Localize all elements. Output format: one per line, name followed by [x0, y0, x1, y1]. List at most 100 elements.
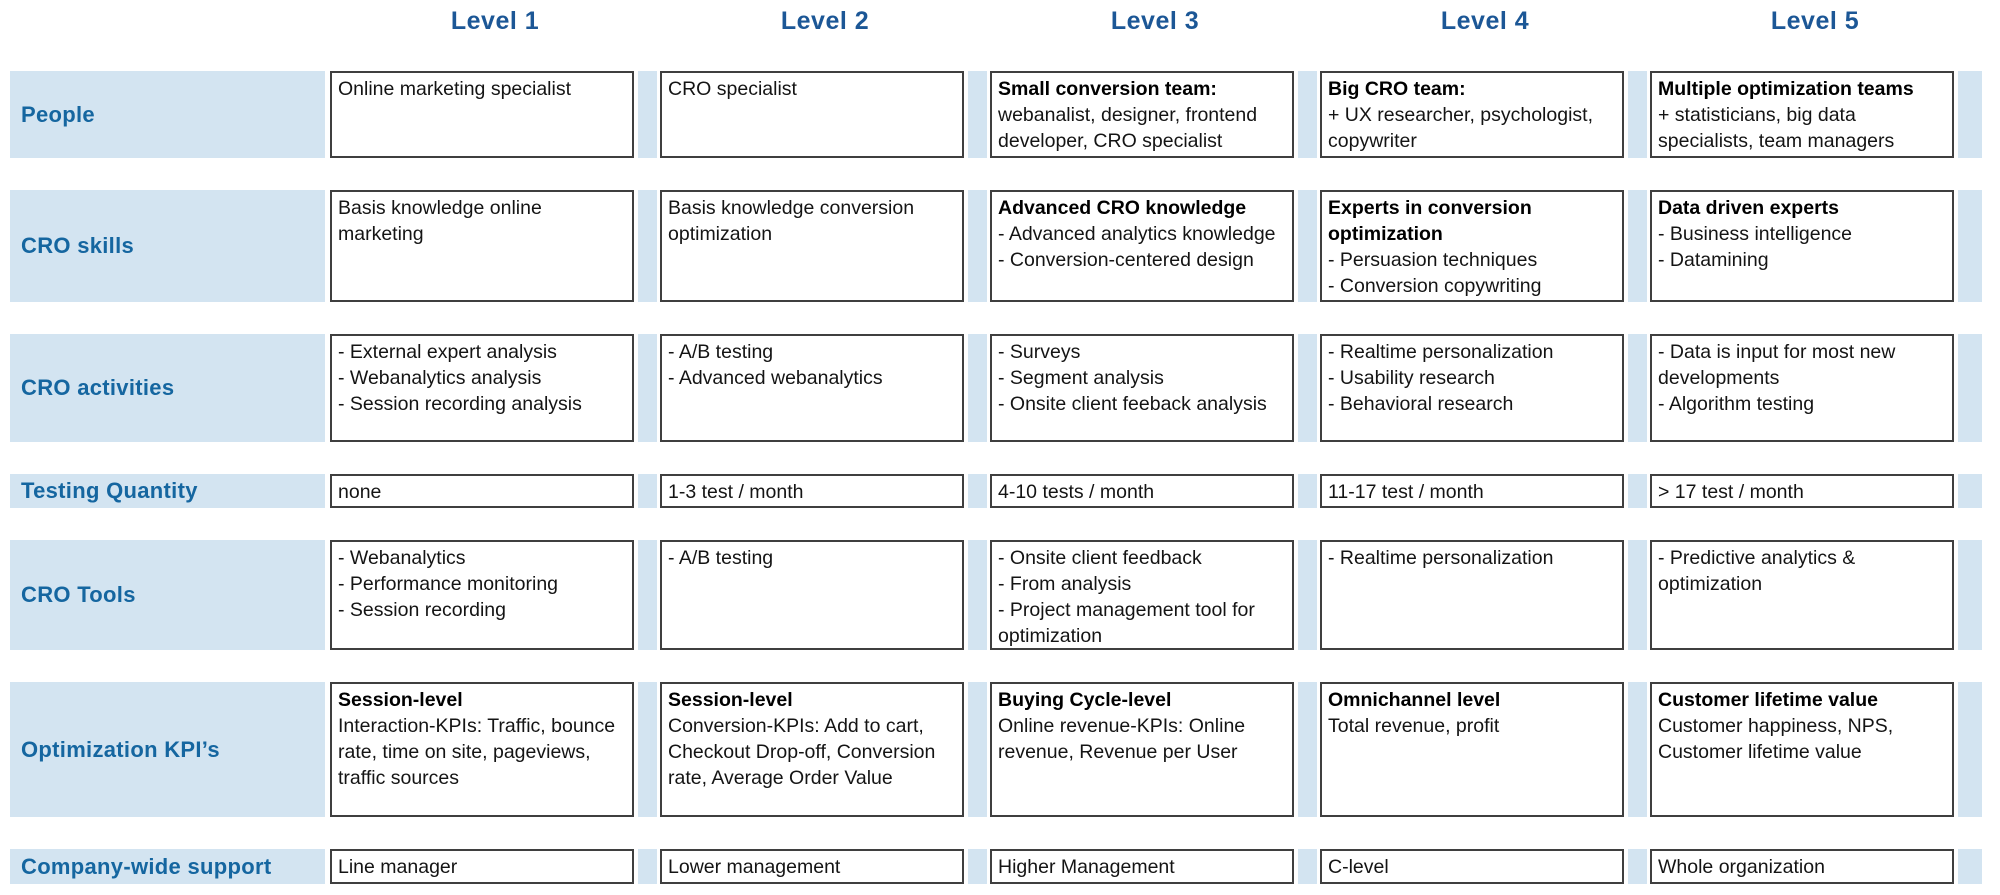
level-header-row: Level 1 Level 2 Level 3 Level 4 Level 5: [10, 0, 2000, 71]
column-divider: [1628, 474, 1647, 508]
column-divider: [638, 474, 657, 508]
column-divider: [638, 682, 657, 817]
row-label-cro-activities: CRO activities: [10, 334, 325, 442]
row-label-text: Testing Quantity: [21, 478, 198, 503]
cell-body: Interaction-KPIs: Traffic, bounce rate, …: [338, 715, 616, 789]
cell-cro-tools-level-3: - Onsite client feedback - From analysis…: [990, 540, 1294, 650]
column-divider: [968, 540, 987, 650]
column-divider: [638, 540, 657, 650]
column-divider: [1298, 474, 1317, 508]
cell-body: webanalist, designer, frontend developer…: [998, 104, 1258, 152]
cell-company-wide-support-level-3: Higher Management: [990, 849, 1294, 884]
column-divider: [1958, 540, 1982, 650]
cell-testing-quantity-level-5: > 17 test / month: [1650, 474, 1954, 508]
column-divider: [1628, 190, 1647, 302]
cell-body: none: [338, 481, 382, 503]
cell-cro-tools-level-4: - Realtime personalization: [1320, 540, 1624, 650]
cell-body: CRO specialist: [668, 78, 797, 100]
cell-people-level-3: Small conversion team: webanalist, design…: [990, 71, 1294, 158]
column-header-level-4: Level 4: [1440, 7, 1530, 35]
matrix-row-testing-quantity: Testing Quantity none 1-3 test / month 4…: [10, 474, 2000, 508]
cell-body: Higher Management: [998, 856, 1175, 878]
cell-cro-activities-level-2: - A/B testing - Advanced webanalytics: [660, 334, 964, 442]
row-label-cro-skills: CRO skills: [10, 190, 325, 302]
column-divider: [1298, 190, 1317, 302]
column-divider: [1628, 540, 1647, 650]
row-label-cro-tools: CRO Tools: [10, 540, 325, 650]
cell-cro-skills-level-5: Data driven experts - Business intelligen…: [1650, 190, 1954, 302]
cell-optimization-kpis-level-5: Customer lifetime value Customer happines…: [1650, 682, 1954, 817]
cell-body: - Persuasion techniques - Conversion cop…: [1328, 249, 1542, 297]
row-label-testing-quantity: Testing Quantity: [10, 474, 325, 508]
column-divider: [1958, 849, 1982, 884]
cell-heading: Advanced CRO knowledge: [998, 197, 1247, 219]
column-divider: [968, 849, 987, 884]
cell-body: + UX researcher, psychologist, copywrite…: [1328, 104, 1594, 152]
matrix-row-people: People Online marketing specialist CRO s…: [10, 71, 2000, 158]
cell-cro-skills-level-3: Advanced CRO knowledge - Advanced analyti…: [990, 190, 1294, 302]
cell-heading: Big CRO team:: [1328, 78, 1466, 100]
matrix-row-cro-tools: CRO Tools - Webanalytics - Performance m…: [10, 540, 2000, 650]
cell-body: Customer happiness, NPS, Customer lifeti…: [1658, 715, 1894, 763]
cell-body: - A/B testing: [668, 547, 774, 569]
column-divider: [1958, 190, 1982, 302]
column-divider: [1628, 334, 1647, 442]
cell-body: + statisticians, big data specialists, t…: [1658, 104, 1895, 152]
matrix-row-optimization-kpis: Optimization KPI’s Session-level Interact…: [10, 682, 2000, 817]
cell-people-level-2: CRO specialist: [660, 71, 964, 158]
column-divider: [1958, 474, 1982, 508]
column-divider: [638, 334, 657, 442]
cell-people-level-1: Online marketing specialist: [330, 71, 634, 158]
cell-body: - Realtime personalization: [1328, 547, 1554, 569]
column-divider: [1958, 334, 1982, 442]
column-divider: [638, 71, 657, 158]
cell-cro-activities-level-5: - Data is input for most new development…: [1650, 334, 1954, 442]
column-divider: [638, 190, 657, 302]
matrix-row-company-wide-support: Company-wide support Line manager Lower …: [10, 849, 2000, 884]
cell-testing-quantity-level-1: none: [330, 474, 634, 508]
column-header-level-5: Level 5: [1770, 7, 1860, 35]
column-divider: [1958, 71, 1982, 158]
cell-cro-activities-level-3: - Surveys - Segment analysis - Onsite cl…: [990, 334, 1294, 442]
cell-body: Total revenue, profit: [1328, 715, 1500, 737]
column-divider: [1298, 334, 1317, 442]
row-label-text: Company-wide support: [21, 853, 272, 879]
row-label-text: CRO activities: [21, 375, 175, 400]
cell-testing-quantity-level-2: 1-3 test / month: [660, 474, 964, 508]
cell-heading: Experts in conversion optimization: [1328, 197, 1532, 245]
cell-cro-skills-level-2: Basis knowledge conversion optimization: [660, 190, 964, 302]
cell-cro-tools-level-5: - Predictive analytics & optimization: [1650, 540, 1954, 650]
cell-optimization-kpis-level-2: Session-level Conversion-KPIs: Add to car…: [660, 682, 964, 817]
cell-optimization-kpis-level-3: Buying Cycle-level Online revenue-KPIs: O…: [990, 682, 1294, 817]
column-divider: [1628, 71, 1647, 158]
column-divider: [1298, 682, 1317, 817]
row-label-optimization-kpis: Optimization KPI’s: [10, 682, 325, 817]
cell-cro-skills-level-1: Basis knowledge online marketing: [330, 190, 634, 302]
cell-body: 4-10 tests / month: [998, 481, 1155, 503]
cell-optimization-kpis-level-4: Omnichannel level Total revenue, profit: [1320, 682, 1624, 817]
column-divider: [638, 849, 657, 884]
cell-body: Online revenue-KPIs: Online revenue, Rev…: [998, 715, 1246, 763]
cell-company-wide-support-level-4: C-level: [1320, 849, 1624, 884]
cell-people-level-5: Multiple optimization teams + statisticia…: [1650, 71, 1954, 158]
cell-optimization-kpis-level-1: Session-level Interaction-KPIs: Traffic, …: [330, 682, 634, 817]
cell-testing-quantity-level-4: 11-17 test / month: [1320, 474, 1624, 508]
column-header-level-2: Level 2: [780, 7, 870, 35]
cell-people-level-4: Big CRO team: + UX researcher, psychologi…: [1320, 71, 1624, 158]
cell-body: > 17 test / month: [1658, 481, 1804, 503]
row-label-company-wide-support: Company-wide support: [10, 849, 325, 884]
cell-heading: Multiple optimization teams: [1658, 78, 1914, 100]
cell-heading: Session-level: [338, 689, 463, 711]
cell-body: Lower management: [668, 856, 841, 878]
cell-body: - Surveys - Segment analysis - Onsite cl…: [998, 341, 1267, 415]
cell-heading: Data driven experts: [1658, 197, 1839, 219]
row-label-text: CRO skills: [21, 233, 135, 258]
cell-company-wide-support-level-1: Line manager: [330, 849, 634, 884]
matrix-row-cro-skills: CRO skills Basis knowledge online market…: [10, 190, 2000, 302]
cell-body: Online marketing specialist: [338, 78, 572, 100]
column-divider: [1628, 682, 1647, 817]
cell-body: Line manager: [338, 856, 458, 878]
cell-body: Basis knowledge conversion optimization: [668, 197, 915, 245]
column-divider: [968, 474, 987, 508]
